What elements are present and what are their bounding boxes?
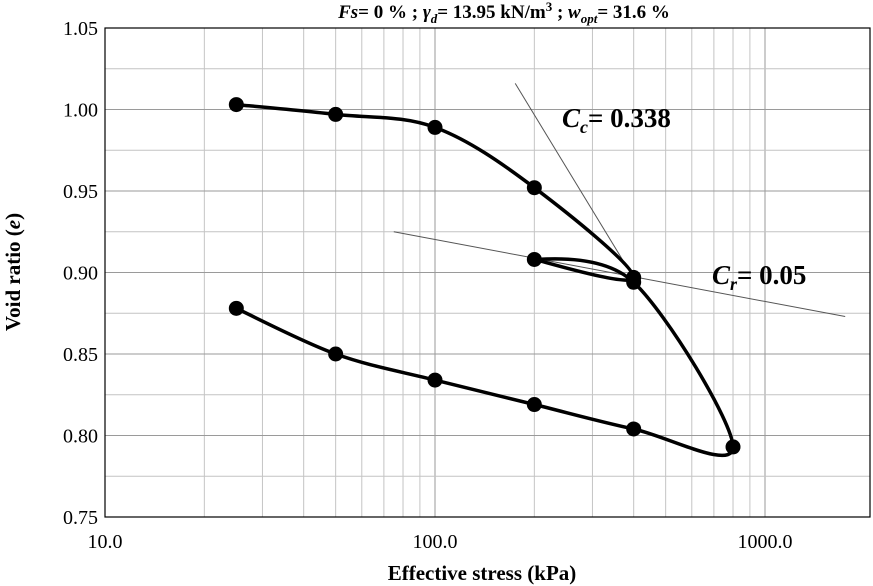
y-axis-title: Void ratio (e) xyxy=(1,213,25,331)
data-point xyxy=(725,439,741,455)
data-curve xyxy=(235,102,735,458)
x-axis-title: Effective stress (kPa) xyxy=(388,561,577,585)
data-point xyxy=(626,274,642,290)
tangent-line xyxy=(514,83,638,285)
x-tick-label: 100.0 xyxy=(413,531,458,553)
y-tick-label: 0.90 xyxy=(63,263,98,285)
data-point xyxy=(328,346,344,362)
tangent-line xyxy=(393,231,846,318)
data-point xyxy=(228,300,244,316)
annotation-cr: Cr= 0.05 xyxy=(712,260,806,294)
x-tick-label: 1000.0 xyxy=(738,531,793,553)
y-tick-label: 0.85 xyxy=(63,344,98,366)
annotation-cc: Cc= 0.338 xyxy=(562,103,671,137)
y-tick-label: 0.95 xyxy=(63,181,98,203)
chart-title: Fs= 0 % ; γd= 13.95 kN/m3 ; wopt= 31.6 % xyxy=(337,0,670,26)
series-line xyxy=(235,102,735,458)
y-tick-label: 0.80 xyxy=(63,426,98,448)
grid-lines xyxy=(105,28,870,517)
data-point xyxy=(427,119,443,135)
data-point xyxy=(526,397,542,413)
data-point xyxy=(626,421,642,437)
x-tick-labels: 10.0 100.0 1000.0 xyxy=(88,531,793,553)
y-tick-labels: 0.75 0.80 0.85 0.90 0.95 1.00 1.05 xyxy=(63,18,98,529)
y-tick-label: 1.05 xyxy=(63,18,98,40)
data-point xyxy=(328,106,344,122)
data-point xyxy=(427,372,443,388)
data-point xyxy=(526,180,542,196)
data-point xyxy=(526,251,542,267)
x-tick-label: 10.0 xyxy=(88,531,123,553)
y-tick-label: 1.00 xyxy=(63,100,98,122)
data-markers xyxy=(228,97,741,455)
y-tick-label: 0.75 xyxy=(63,507,98,529)
plot-area-border xyxy=(104,27,871,518)
data-point xyxy=(228,97,244,113)
tangent-lines xyxy=(393,83,846,318)
